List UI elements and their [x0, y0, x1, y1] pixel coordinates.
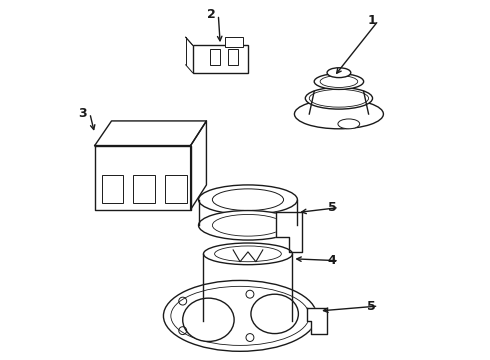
Text: 1: 1 [367, 14, 376, 27]
Polygon shape [95, 121, 206, 145]
Text: 4: 4 [328, 254, 336, 267]
Ellipse shape [183, 298, 234, 342]
Ellipse shape [338, 119, 360, 129]
Ellipse shape [203, 243, 293, 265]
Polygon shape [95, 145, 191, 210]
Ellipse shape [203, 310, 293, 332]
Ellipse shape [198, 185, 297, 215]
Ellipse shape [327, 68, 351, 78]
Polygon shape [191, 121, 206, 210]
Text: 3: 3 [78, 107, 87, 120]
Ellipse shape [212, 189, 284, 211]
Polygon shape [276, 212, 302, 252]
Ellipse shape [198, 211, 297, 240]
FancyBboxPatch shape [225, 37, 243, 47]
Ellipse shape [215, 246, 281, 262]
Ellipse shape [294, 99, 383, 129]
Ellipse shape [320, 76, 358, 87]
Ellipse shape [305, 87, 372, 109]
Text: 5: 5 [328, 201, 336, 214]
Ellipse shape [164, 280, 317, 351]
Ellipse shape [309, 89, 368, 107]
Ellipse shape [212, 215, 284, 236]
Text: 5: 5 [367, 300, 376, 312]
FancyBboxPatch shape [193, 45, 248, 73]
Ellipse shape [314, 74, 364, 89]
Ellipse shape [171, 286, 309, 345]
Text: 2: 2 [207, 8, 216, 21]
Polygon shape [307, 308, 327, 334]
Ellipse shape [251, 294, 298, 334]
